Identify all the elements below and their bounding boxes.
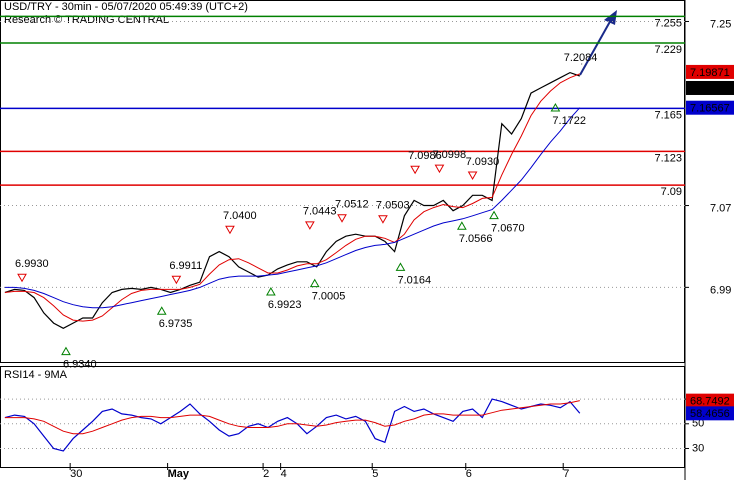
price-point <box>581 63 583 65</box>
low-marker <box>309 278 320 288</box>
high-marker <box>171 275 182 285</box>
last-value-box <box>686 393 734 408</box>
high-marker <box>225 225 235 235</box>
last-value-label: 7.19871 <box>690 67 730 79</box>
high-marker <box>17 273 27 283</box>
low-marker <box>550 103 561 112</box>
last-value-label: 7.16567 <box>690 103 730 115</box>
high-label: 7.0512 <box>335 199 369 211</box>
x-tick-label: 5 <box>372 468 378 480</box>
high-label: 7.0443 <box>303 206 337 218</box>
last-value-label: 7.1967 <box>690 83 724 95</box>
low-label: 7.1722 <box>552 115 586 127</box>
x-tick-label: 30 <box>70 468 82 480</box>
low-marker <box>61 346 71 356</box>
high-marker <box>410 165 420 175</box>
last-value-box <box>686 100 734 115</box>
level-label: 7.255 <box>654 17 682 29</box>
level-label: 7.165 <box>654 109 682 121</box>
level-label: 7.09 <box>661 186 682 198</box>
low-label: 6.9340 <box>63 359 97 371</box>
low-label: 7.0164 <box>397 274 431 286</box>
high-marker <box>304 221 315 230</box>
high-label: 6.9930 <box>15 258 49 270</box>
low-marker <box>395 262 406 271</box>
y-tick-label: 7.25 <box>710 18 731 30</box>
high-marker <box>337 214 347 223</box>
low-label: 7.0566 <box>459 233 493 245</box>
y-tick-label: 7.07 <box>710 202 731 214</box>
rsi-tick-label: 50 <box>692 418 704 430</box>
rsi-tick-label: 30 <box>692 442 704 454</box>
low-marker <box>489 210 499 220</box>
high-label: 6.9911 <box>169 260 202 272</box>
low-marker <box>457 221 467 230</box>
price-line <box>4 73 580 322</box>
high-label: 7.0930 <box>466 156 500 168</box>
price-label: 7.2084 <box>564 52 598 64</box>
low-label: 6.9923 <box>268 299 302 311</box>
x-tick-label: 2 <box>263 468 269 480</box>
level-label: 7.123 <box>654 152 682 164</box>
low-label: 7.0005 <box>312 291 346 303</box>
last-value-box <box>686 64 734 79</box>
high-marker <box>434 164 445 174</box>
low-marker <box>156 306 167 315</box>
chart-title: USD/TRY - 30min - 05/07/2020 05:49:39 (U… <box>4 1 248 13</box>
last-value-box <box>686 80 734 95</box>
rsi-title: RSI14 - 9MA <box>4 369 68 381</box>
high-label: 7.0400 <box>223 210 257 222</box>
level-label: 7.229 <box>654 44 682 56</box>
price-line <box>4 107 581 309</box>
last-value-label: 68.7492 <box>690 396 730 408</box>
x-tick-label: May <box>168 468 190 480</box>
rsi-line <box>4 400 580 435</box>
x-tick-label: 4 <box>281 468 287 480</box>
x-tick-label: 6 <box>466 468 472 480</box>
high-label: 7.0503 <box>376 200 410 212</box>
last-value-box <box>686 406 734 421</box>
forecast-arrowhead <box>604 10 617 25</box>
forecast-arrow <box>579 17 613 76</box>
x-tick-label: 7 <box>563 468 569 480</box>
low-marker <box>266 286 276 296</box>
high-label: 7.0986 <box>408 150 442 162</box>
last-value-label: 58.4656 <box>690 408 730 420</box>
high-marker <box>378 215 388 224</box>
price-line <box>4 71 580 329</box>
low-label: 6.9735 <box>159 318 193 330</box>
rsi-line <box>4 398 581 452</box>
high-label: 7.0998 <box>432 149 466 161</box>
low-label: 7.0670 <box>491 223 525 235</box>
high-marker <box>467 171 478 181</box>
y-tick-label: 6.99 <box>710 284 731 296</box>
